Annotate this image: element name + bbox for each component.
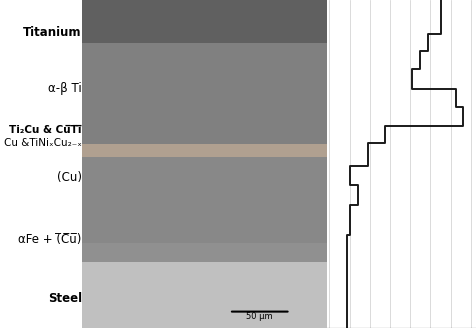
Text: α-β Ti: α-β Ti <box>48 82 82 95</box>
Bar <box>82 0 327 43</box>
Bar <box>82 43 327 144</box>
Bar <box>82 262 327 328</box>
Text: (Cu): (Cu) <box>57 171 82 184</box>
Bar <box>82 243 327 262</box>
Text: Titanium: Titanium <box>23 26 82 39</box>
Bar <box>82 144 327 157</box>
Text: Steel: Steel <box>48 292 82 305</box>
Text: 50 μm: 50 μm <box>247 313 273 321</box>
Text: Cu &TiNiₓCu₂₋ₓ: Cu &TiNiₓCu₂₋ₓ <box>4 138 82 148</box>
Text: αFe + (̅C̅u̅): αFe + (̅C̅u̅) <box>19 233 82 246</box>
Text: Ti₂Cu & Cu̅T̅i̅: Ti₂Cu & Cu̅T̅i̅ <box>10 125 82 134</box>
Bar <box>82 157 327 243</box>
